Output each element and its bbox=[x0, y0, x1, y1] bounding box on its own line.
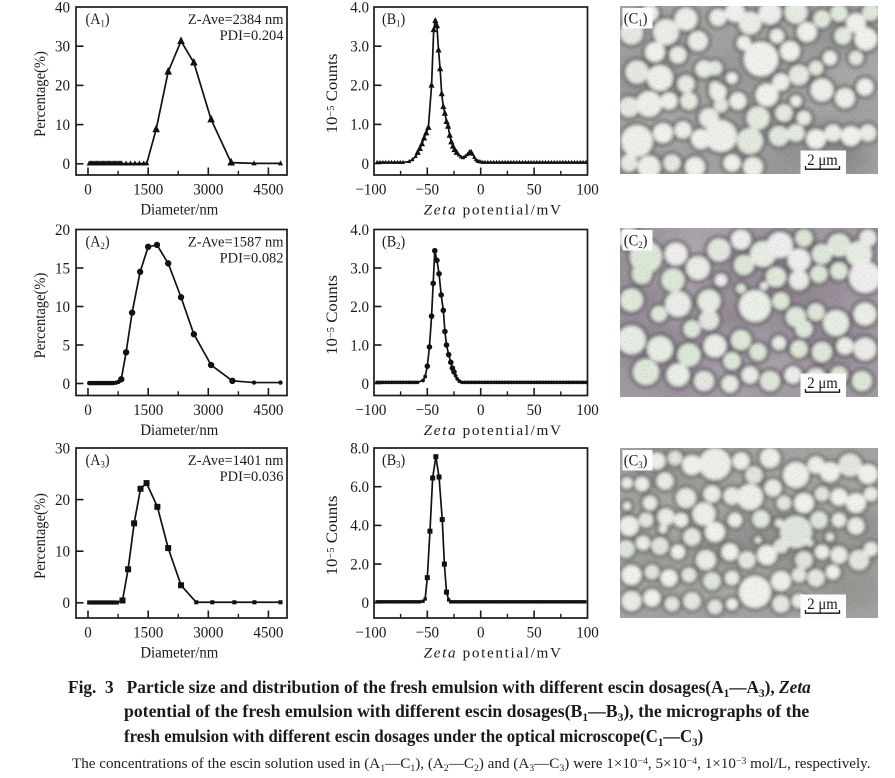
svg-text:−50: −50 bbox=[416, 402, 440, 420]
svg-text:−50: −50 bbox=[416, 181, 440, 199]
svg-text:0: 0 bbox=[84, 181, 92, 199]
svg-text:Percentage(%): Percentage(%) bbox=[31, 51, 49, 137]
svg-text:4500: 4500 bbox=[253, 624, 283, 642]
svg-text:20: 20 bbox=[55, 221, 70, 239]
svg-text:−50: −50 bbox=[416, 624, 440, 642]
svg-text:0: 0 bbox=[477, 402, 485, 420]
svg-text:(B2): (B2) bbox=[382, 234, 405, 251]
svg-text:0: 0 bbox=[361, 375, 369, 393]
svg-text:(A1): (A1) bbox=[86, 12, 110, 29]
svg-text:2.0: 2.0 bbox=[350, 77, 369, 95]
svg-text:PDI=0.082: PDI=0.082 bbox=[220, 250, 284, 266]
svg-text:Diameter/nm: Diameter/nm bbox=[140, 202, 218, 218]
svg-text:2.0: 2.0 bbox=[350, 556, 369, 574]
svg-text:0: 0 bbox=[361, 155, 369, 173]
svg-text:(C3): (C3) bbox=[624, 453, 648, 470]
svg-text:100: 100 bbox=[576, 181, 599, 199]
svg-text:8.0: 8.0 bbox=[350, 440, 369, 458]
svg-text:(B3): (B3) bbox=[382, 453, 405, 470]
svg-text:−100: −100 bbox=[355, 402, 386, 420]
svg-text:Diameter/nm: Diameter/nm bbox=[140, 423, 218, 439]
svg-text:Zeta potential/mV: Zeta potential/mV bbox=[424, 645, 563, 662]
svg-text:Zeta potential/mV: Zeta potential/mV bbox=[424, 202, 563, 219]
svg-text:0: 0 bbox=[62, 375, 70, 393]
svg-text:4.0: 4.0 bbox=[350, 0, 369, 17]
svg-text:3.0: 3.0 bbox=[350, 38, 369, 56]
svg-text:−100: −100 bbox=[355, 624, 386, 642]
svg-text:3.0: 3.0 bbox=[350, 260, 369, 278]
svg-text:3000: 3000 bbox=[193, 402, 223, 420]
svg-text:0: 0 bbox=[84, 624, 92, 642]
svg-text:50: 50 bbox=[527, 624, 542, 642]
svg-text:10: 10 bbox=[55, 116, 70, 134]
svg-text:Percentage(%): Percentage(%) bbox=[31, 273, 49, 359]
svg-text:(B1): (B1) bbox=[382, 12, 405, 29]
svg-text:100: 100 bbox=[576, 624, 599, 642]
svg-text:6.0: 6.0 bbox=[350, 479, 369, 497]
svg-text:40: 40 bbox=[55, 0, 70, 16]
svg-text:30: 30 bbox=[55, 38, 70, 56]
svg-text:4.0: 4.0 bbox=[350, 221, 369, 239]
svg-text:4500: 4500 bbox=[253, 181, 283, 199]
svg-text:30: 30 bbox=[55, 440, 70, 458]
svg-text:−100: −100 bbox=[355, 181, 386, 199]
svg-text:PDI=0.036: PDI=0.036 bbox=[220, 468, 284, 484]
svg-text:1500: 1500 bbox=[133, 402, 163, 420]
svg-text:(C1): (C1) bbox=[624, 11, 648, 28]
svg-text:4.0: 4.0 bbox=[350, 517, 369, 535]
svg-text:1.0: 1.0 bbox=[350, 116, 369, 134]
svg-text:2 μm: 2 μm bbox=[807, 376, 838, 392]
svg-text:0: 0 bbox=[477, 181, 485, 199]
svg-text:0: 0 bbox=[477, 624, 485, 642]
svg-text:1.0: 1.0 bbox=[350, 337, 369, 355]
svg-text:50: 50 bbox=[527, 402, 542, 420]
svg-text:Percentage(%): Percentage(%) bbox=[31, 493, 49, 579]
svg-text:3000: 3000 bbox=[193, 624, 223, 642]
svg-text:4500: 4500 bbox=[253, 402, 283, 420]
svg-text:Zeta potential/mV: Zeta potential/mV bbox=[424, 422, 563, 439]
svg-text:1500: 1500 bbox=[133, 181, 163, 199]
svg-text:0: 0 bbox=[62, 156, 70, 174]
svg-text:50: 50 bbox=[527, 181, 542, 199]
svg-text:10: 10 bbox=[55, 543, 70, 561]
svg-text:0: 0 bbox=[84, 402, 92, 420]
svg-text:Z-Ave=1401 nm: Z-Ave=1401 nm bbox=[188, 452, 284, 468]
svg-text:(C2): (C2) bbox=[624, 233, 648, 250]
svg-text:Z-Ave=1587 nm: Z-Ave=1587 nm bbox=[188, 234, 284, 250]
svg-text:0: 0 bbox=[62, 595, 70, 613]
svg-text:10−5 Counts: 10−5 Counts bbox=[322, 275, 341, 355]
svg-text:2.0: 2.0 bbox=[350, 298, 369, 316]
svg-text:2 μm: 2 μm bbox=[807, 153, 838, 169]
svg-text:20: 20 bbox=[55, 491, 70, 509]
svg-text:20: 20 bbox=[55, 77, 70, 95]
svg-text:1500: 1500 bbox=[133, 624, 163, 642]
svg-text:Z-Ave=2384 nm: Z-Ave=2384 nm bbox=[188, 11, 284, 27]
svg-text:PDI=0.204: PDI=0.204 bbox=[220, 27, 284, 43]
svg-text:(A2): (A2) bbox=[86, 234, 110, 251]
svg-text:10−5 Counts: 10−5 Counts bbox=[322, 496, 341, 576]
svg-text:100: 100 bbox=[576, 402, 599, 420]
svg-text:(A3): (A3) bbox=[86, 453, 110, 470]
svg-text:10−5 Counts: 10−5 Counts bbox=[322, 54, 341, 134]
svg-text:0: 0 bbox=[361, 595, 369, 613]
svg-text:3000: 3000 bbox=[193, 181, 223, 199]
svg-text:5: 5 bbox=[62, 337, 70, 355]
svg-text:2 μm: 2 μm bbox=[807, 597, 838, 613]
svg-text:Diameter/nm: Diameter/nm bbox=[140, 645, 218, 661]
svg-text:15: 15 bbox=[55, 260, 70, 278]
svg-text:10: 10 bbox=[55, 298, 70, 316]
